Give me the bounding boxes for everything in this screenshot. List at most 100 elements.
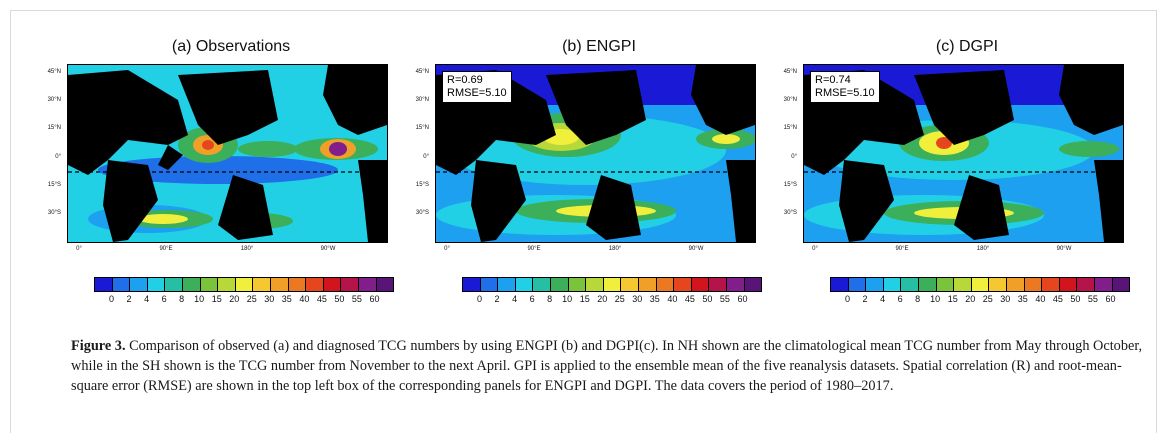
colorbar-swatch	[480, 278, 499, 291]
lat-label: 30°S	[47, 210, 61, 216]
lon-label: 180°	[608, 246, 622, 252]
colorbar-tick-label: 4	[512, 294, 518, 304]
colorbar-tick-label: 8	[179, 294, 185, 304]
colorbar-tick-label: 6	[897, 294, 903, 304]
lat-label: 15°S	[47, 182, 61, 188]
colorbar-tick-label: 45	[1052, 294, 1063, 304]
colorbar-swatch	[726, 278, 745, 291]
lon-label: 0°	[76, 246, 82, 252]
lon-label: 90°E	[527, 246, 541, 252]
colorbar-tick-label: 4	[144, 294, 150, 304]
lon-label: 90°W	[320, 246, 336, 252]
colorbar-swatch	[603, 278, 622, 291]
colorbar-swatch	[147, 278, 166, 291]
lat-label: 30°N	[47, 97, 61, 103]
rmse-value: RMSE=5.10	[815, 87, 875, 99]
figure-caption: Figure 3. Comparison of observed (a) and…	[71, 336, 1151, 396]
lat-label: 0°	[791, 154, 797, 160]
lon-label: 90°W	[688, 246, 704, 252]
colorbar-swatch	[200, 278, 219, 291]
panel-observations: (a) Observations 45°N 30°N 15°N 0° 15°S …	[31, 11, 394, 304]
colorbar-tick-label: 2	[126, 294, 132, 304]
colorbar-tick-label: 30	[264, 294, 275, 304]
colorbar-tick-label: 55	[351, 294, 362, 304]
colorbar-swatch	[954, 278, 972, 291]
colorbar-swatch	[1112, 278, 1130, 291]
lat-label: 30°S	[415, 210, 429, 216]
colorbar-swatch	[1094, 278, 1113, 291]
colorbar-tick-label: 35	[1017, 294, 1028, 304]
colorbar-tick-label: 2	[494, 294, 500, 304]
colorbar-swatch	[235, 278, 254, 291]
stats-box: R=0.74 RMSE=5.10	[810, 71, 880, 103]
lat-label: 45°N	[783, 69, 797, 75]
colorbar	[830, 277, 1130, 292]
map-observations	[67, 64, 388, 243]
colorbar-swatch	[270, 278, 289, 291]
colorbar-swatch	[744, 278, 762, 291]
lat-label: 45°N	[415, 69, 429, 75]
colorbar-tick-label: 10	[562, 294, 573, 304]
colorbar-swatch	[550, 278, 569, 291]
map-dgpi: R=0.74 RMSE=5.10	[803, 64, 1124, 243]
colorbar-tick-label: 40	[667, 294, 678, 304]
colorbar-swatch	[1024, 278, 1043, 291]
colorbar-tick-label: 35	[281, 294, 292, 304]
colorbar-tick-label: 50	[702, 294, 713, 304]
colorbar-tick-label: 30	[1000, 294, 1011, 304]
lat-label: 0°	[55, 154, 61, 160]
colorbar-tick-label: 45	[684, 294, 695, 304]
colorbar-tick-label: 6	[529, 294, 535, 304]
colorbar-tick-label: 30	[632, 294, 643, 304]
colorbar-swatch	[866, 278, 884, 291]
colorbar-swatch	[253, 278, 271, 291]
caption-text: Comparison of observed (a) and diagnosed…	[71, 338, 1143, 394]
colorbar-tick-label: 50	[1070, 294, 1081, 304]
map-engpi: R=0.69 RMSE=5.10	[435, 64, 756, 243]
colorbar-tick-label: 35	[649, 294, 660, 304]
colorbar-swatch	[621, 278, 639, 291]
colorbar-swatch	[288, 278, 307, 291]
colorbar-swatch	[95, 278, 113, 291]
colorbar	[462, 277, 762, 292]
colorbar-tick-label: 55	[719, 294, 730, 304]
colorbar-swatch	[341, 278, 359, 291]
panel-dgpi: (c) DGPI 45°N 30°N 15°N 0° 15°S 30°S	[767, 11, 1130, 304]
colorbar-swatch	[218, 278, 236, 291]
colorbar-tick-label: 15	[947, 294, 958, 304]
colorbar-swatch	[515, 278, 534, 291]
colorbar-swatch	[709, 278, 727, 291]
panel-title: (b) ENGPI	[562, 38, 636, 55]
colorbar-tick-label: 40	[1035, 294, 1046, 304]
colorbar-labels: 0 2 4 6 8 10 15 20 25 30 35 40 45 50 55 60	[94, 294, 394, 306]
colorbar-swatch	[656, 278, 675, 291]
colorbar-swatch	[182, 278, 201, 291]
colorbar-tick-label: 60	[737, 294, 748, 304]
colorbar-swatch	[112, 278, 131, 291]
colorbar-swatch	[1042, 278, 1060, 291]
colorbar-swatch	[883, 278, 902, 291]
colorbar-tick-label: 0	[845, 294, 851, 304]
lat-label: 15°N	[783, 125, 797, 131]
lat-label: 15°N	[415, 125, 429, 131]
colorbar-swatch	[1077, 278, 1095, 291]
colorbar-swatch	[936, 278, 955, 291]
colorbar-tick-label: 4	[880, 294, 886, 304]
panel-title: (a) Observations	[171, 38, 291, 55]
colorbar-tick-label: 0	[109, 294, 115, 304]
colorbar-swatch	[831, 278, 849, 291]
colorbar-swatch	[498, 278, 516, 291]
rmse-value: RMSE=5.10	[447, 87, 507, 99]
r-value: R=0.74	[815, 74, 851, 86]
lon-label: 0°	[812, 246, 818, 252]
colorbar-tick-label: 8	[915, 294, 921, 304]
colorbar-swatch	[691, 278, 710, 291]
colorbar-swatch	[533, 278, 551, 291]
colorbar-swatch	[674, 278, 692, 291]
colorbar-swatch	[358, 278, 377, 291]
colorbar-tick-label: 60	[369, 294, 380, 304]
lat-label: 15°S	[415, 182, 429, 188]
panel-engpi: (b) ENGPI 45°N 30°N 15°N 0° 15°S 30°S	[399, 11, 762, 304]
lat-label: 15°N	[47, 125, 61, 131]
colorbar-labels: 0 2 4 6 8 10 15 20 25 30 35 40 45 50 55 60	[462, 294, 762, 306]
